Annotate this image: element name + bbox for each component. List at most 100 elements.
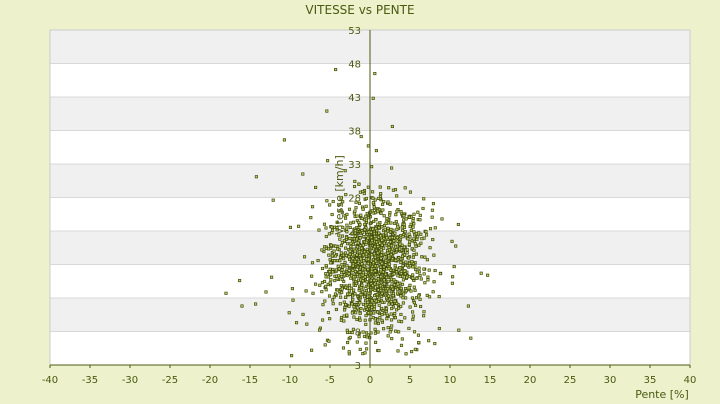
data-point — [384, 307, 389, 311]
data-point — [362, 334, 366, 338]
data-point — [348, 225, 352, 229]
data-point — [382, 214, 386, 218]
data-point — [373, 245, 377, 249]
data-point — [374, 149, 378, 153]
data-point — [410, 350, 414, 354]
data-point — [372, 219, 376, 223]
data-point — [353, 269, 358, 274]
data-point — [438, 272, 442, 276]
data-point — [393, 311, 397, 316]
data-point — [339, 318, 343, 322]
data-point — [362, 295, 367, 299]
data-point — [422, 272, 426, 276]
data-point — [413, 303, 418, 308]
data-point — [416, 210, 420, 214]
data-point — [422, 267, 426, 271]
data-point — [327, 232, 331, 236]
data-point — [454, 244, 458, 248]
data-point — [347, 304, 351, 308]
data-point — [324, 272, 328, 276]
data-point — [310, 274, 314, 278]
data-point — [383, 227, 387, 231]
data-point — [401, 296, 405, 300]
x-axis-label: Pente [%] — [635, 388, 689, 400]
data-point — [336, 264, 340, 268]
data-point — [418, 273, 422, 278]
data-point — [381, 202, 385, 206]
data-point — [408, 240, 412, 244]
data-point — [375, 284, 379, 288]
data-point — [356, 294, 360, 298]
data-point — [355, 237, 359, 241]
data-point — [371, 316, 375, 320]
data-point — [408, 225, 412, 229]
data-point — [413, 347, 417, 351]
data-point — [425, 258, 429, 262]
data-point — [412, 285, 416, 289]
data-point — [401, 228, 405, 232]
data-point — [388, 240, 393, 244]
data-point — [364, 196, 368, 201]
data-point — [389, 299, 393, 304]
data-point — [389, 268, 393, 272]
data-point — [403, 269, 407, 273]
data-point — [333, 259, 337, 263]
data-point — [271, 198, 275, 202]
data-point — [395, 248, 399, 252]
data-point — [323, 299, 327, 303]
data-point — [408, 283, 412, 287]
data-point — [345, 223, 349, 227]
data-point — [422, 197, 426, 201]
data-point — [392, 283, 396, 287]
data-point — [423, 255, 427, 259]
data-point — [347, 255, 351, 259]
data-point — [324, 226, 328, 230]
data-point — [302, 255, 307, 259]
data-point — [407, 261, 412, 265]
data-point — [389, 312, 393, 316]
data-point — [392, 239, 396, 243]
data-point — [366, 300, 370, 304]
data-point — [376, 251, 380, 255]
data-point — [328, 203, 332, 207]
data-point — [394, 213, 398, 217]
data-point — [379, 234, 383, 238]
data-point — [411, 225, 415, 229]
data-point — [397, 330, 401, 334]
data-point — [340, 287, 344, 291]
data-point — [341, 200, 345, 204]
data-point — [385, 313, 389, 317]
data-point — [422, 310, 426, 314]
data-point — [340, 268, 344, 272]
data-point — [377, 226, 381, 230]
data-point — [404, 296, 408, 300]
data-point — [366, 257, 370, 261]
data-point — [404, 352, 408, 356]
data-point — [450, 239, 454, 243]
data-point — [372, 307, 376, 311]
data-point — [486, 273, 490, 277]
data-point — [389, 227, 393, 231]
data-point — [353, 259, 357, 264]
data-point — [407, 243, 411, 247]
data-point — [342, 273, 347, 277]
data-point — [401, 282, 405, 286]
data-point — [345, 330, 350, 335]
data-point — [404, 217, 408, 221]
data-point — [390, 324, 394, 328]
data-point — [395, 291, 400, 295]
data-point — [372, 232, 376, 236]
data-point — [383, 255, 387, 259]
data-point — [240, 304, 244, 308]
data-point — [339, 196, 343, 200]
data-point — [356, 241, 360, 245]
data-point — [370, 267, 374, 271]
data-point — [290, 354, 294, 358]
data-point — [366, 267, 370, 271]
data-point — [379, 253, 383, 257]
data-point — [395, 227, 399, 231]
data-point — [310, 348, 314, 352]
data-point — [386, 200, 390, 204]
data-point — [362, 235, 366, 239]
data-point — [361, 207, 365, 211]
